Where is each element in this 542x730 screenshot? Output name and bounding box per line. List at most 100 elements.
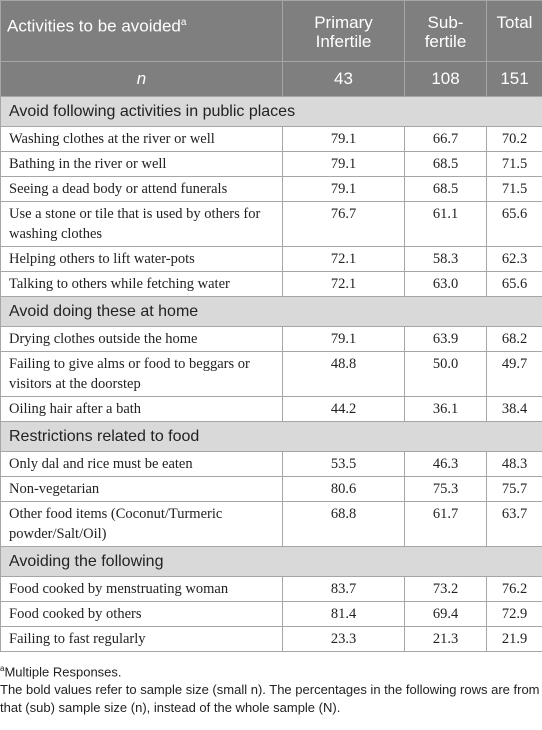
- value-cell: 46.3: [404, 451, 487, 477]
- data-row: Drying clothes outside the home 79.1 63.9 6…: [0, 326, 542, 352]
- value-cell: 48.8: [282, 351, 405, 397]
- value-cell: 70.2: [486, 126, 542, 152]
- value-cell: 21.9: [486, 626, 542, 652]
- section-title: Avoid doing these at home: [0, 296, 542, 327]
- value-cell: 72.1: [282, 246, 405, 272]
- section-row: Avoiding the following: [0, 546, 542, 577]
- n-row: n 43 108 151: [0, 61, 542, 97]
- data-row: Oiling hair after a bath 44.2 36.1 38.4: [0, 396, 542, 422]
- value-cell: 65.6: [486, 201, 542, 247]
- section-title: Avoiding the following: [0, 546, 542, 577]
- activity-cell: Food cooked by menstruating woman: [0, 576, 283, 602]
- footnote-text: The bold values refer to sample size (sm…: [0, 682, 540, 716]
- n-value: 151: [486, 61, 542, 97]
- footnote-marker: a: [0, 664, 5, 673]
- value-cell: 36.1: [404, 396, 487, 422]
- value-cell: 79.1: [282, 326, 405, 352]
- activity-cell: Talking to others while fetching water: [0, 271, 283, 297]
- activity-cell: Non-vegetarian: [0, 476, 283, 502]
- value-cell: 61.1: [404, 201, 487, 247]
- section-row: Avoid doing these at home: [0, 296, 542, 327]
- value-cell: 50.0: [404, 351, 487, 397]
- value-cell: 63.7: [486, 501, 542, 547]
- data-row: Failing to give alms or food to beggars …: [0, 351, 542, 397]
- value-cell: 62.3: [486, 246, 542, 272]
- value-cell: 75.3: [404, 476, 487, 502]
- value-cell: 76.2: [486, 576, 542, 602]
- value-cell: 79.1: [282, 176, 405, 202]
- activity-cell: Failing to fast regularly: [0, 626, 283, 652]
- activity-cell: Failing to give alms or food to beggars …: [0, 351, 283, 397]
- activity-cell: Use a stone or tile that is used by othe…: [0, 201, 283, 247]
- footnote: aMultiple Responses.: [0, 660, 542, 681]
- header-cell: Activities to be avoideda: [0, 0, 283, 62]
- value-cell: 71.5: [486, 176, 542, 202]
- header-label: Activities to be avoided: [7, 16, 181, 36]
- header-cell: Sub-fertile: [404, 0, 487, 62]
- data-row: Food cooked by menstruating woman 83.7 73.…: [0, 576, 542, 602]
- activity-cell: Drying clothes outside the home: [0, 326, 283, 352]
- value-cell: 68.5: [404, 151, 487, 177]
- data-row: Failing to fast regularly 23.3 21.3 21.9: [0, 626, 542, 652]
- n-label: n: [0, 61, 283, 97]
- value-cell: 44.2: [282, 396, 405, 422]
- table-body: Avoid following activities in public pla…: [0, 96, 542, 652]
- value-cell: 61.7: [404, 501, 487, 547]
- value-cell: 79.1: [282, 151, 405, 177]
- activity-cell: Only dal and rice must be eaten: [0, 451, 283, 477]
- footnote-text: Multiple Responses.: [4, 664, 122, 680]
- value-cell: 76.7: [282, 201, 405, 247]
- data-row: Non-vegetarian 80.6 75.3 75.7: [0, 476, 542, 502]
- value-cell: 53.5: [282, 451, 405, 477]
- activity-cell: Other food items (Coconut/Turmeric powde…: [0, 501, 283, 547]
- section-title: Avoid following activities in public pla…: [0, 96, 542, 127]
- value-cell: 73.2: [404, 576, 487, 602]
- section-row: Avoid following activities in public pla…: [0, 96, 542, 127]
- data-row: Food cooked by others 81.4 69.4 72.9: [0, 601, 542, 627]
- value-cell: 75.7: [486, 476, 542, 502]
- activity-cell: Washing clothes at the river or well: [0, 126, 283, 152]
- value-cell: 65.6: [486, 271, 542, 297]
- data-row: Bathing in the river or well 79.1 68.5 71.5: [0, 151, 542, 177]
- data-row: Other food items (Coconut/Turmeric powde…: [0, 501, 542, 547]
- footnote-marker: a: [180, 17, 187, 28]
- section-title: Restrictions related to food: [0, 421, 542, 452]
- data-row: Washing clothes at the river or well 79.1…: [0, 126, 542, 152]
- value-cell: 72.1: [282, 271, 405, 297]
- value-cell: 63.9: [404, 326, 487, 352]
- data-row: Use a stone or tile that is used by othe…: [0, 201, 542, 247]
- value-cell: 23.3: [282, 626, 405, 652]
- data-row: Seeing a dead body or attend funerals 79.…: [0, 176, 542, 202]
- value-cell: 21.3: [404, 626, 487, 652]
- results-table: Activities to be avoideda Primary Infert…: [0, 0, 542, 652]
- value-cell: 49.7: [486, 351, 542, 397]
- value-cell: 58.3: [404, 246, 487, 272]
- value-cell: 68.2: [486, 326, 542, 352]
- activity-cell: Oiling hair after a bath: [0, 396, 283, 422]
- activity-cell: Helping others to lift water-pots: [0, 246, 283, 272]
- activity-cell: Food cooked by others: [0, 601, 283, 627]
- header-cell: Primary Infertile: [282, 0, 405, 62]
- value-cell: 68.5: [404, 176, 487, 202]
- value-cell: 79.1: [282, 126, 405, 152]
- data-row: Talking to others while fetching water 72…: [0, 271, 542, 297]
- n-value: 108: [404, 61, 487, 97]
- n-value: 43: [282, 61, 405, 97]
- data-row: Helping others to lift water-pots 72.1 58.…: [0, 246, 542, 272]
- value-cell: 80.6: [282, 476, 405, 502]
- value-cell: 38.4: [486, 396, 542, 422]
- value-cell: 69.4: [404, 601, 487, 627]
- activity-cell: Seeing a dead body or attend funerals: [0, 176, 283, 202]
- value-cell: 63.0: [404, 271, 487, 297]
- data-row: Only dal and rice must be eaten 53.5 46.3 4…: [0, 451, 542, 477]
- value-cell: 83.7: [282, 576, 405, 602]
- value-cell: 72.9: [486, 601, 542, 627]
- value-cell: 71.5: [486, 151, 542, 177]
- activity-cell: Bathing in the river or well: [0, 151, 283, 177]
- section-row: Restrictions related to food: [0, 421, 542, 452]
- header-cell: Total: [486, 0, 542, 62]
- value-cell: 66.7: [404, 126, 487, 152]
- value-cell: 48.3: [486, 451, 542, 477]
- value-cell: 81.4: [282, 601, 405, 627]
